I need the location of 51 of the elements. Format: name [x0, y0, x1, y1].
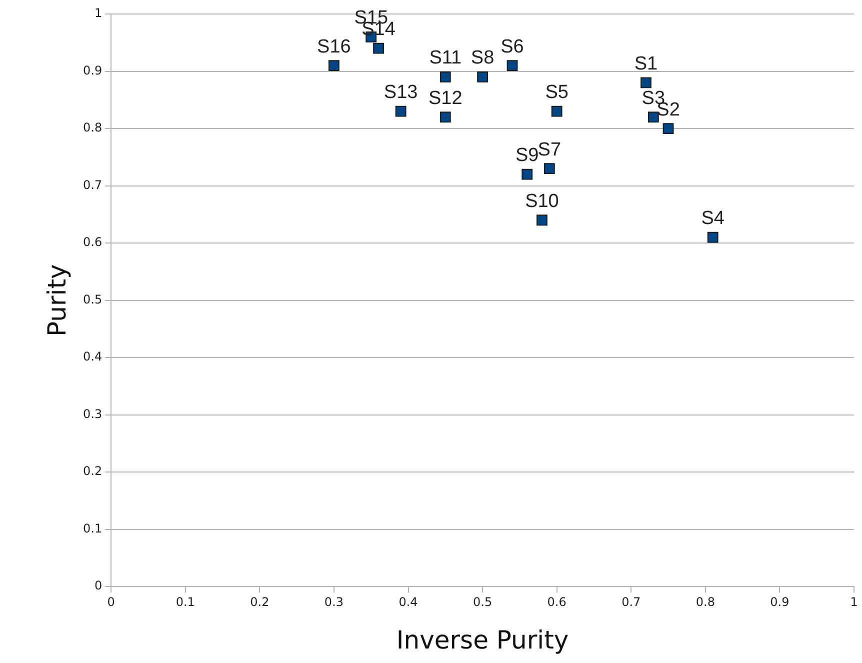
series-label: S4: [701, 208, 725, 230]
x-tick-label: 0.2: [250, 594, 270, 609]
point: [395, 106, 406, 117]
series-label: S1: [634, 53, 658, 74]
y-axis-title: Purity: [42, 264, 72, 336]
y-tick-label: 0.2: [82, 464, 102, 478]
point: [640, 77, 652, 88]
x-tick-label: 0.4: [398, 594, 418, 609]
point: [662, 123, 674, 134]
point: [522, 168, 533, 180]
point: [440, 112, 451, 123]
series-label: S12: [428, 88, 462, 109]
y-tick-label: 0.7: [82, 178, 102, 192]
series-label: S9: [515, 145, 539, 166]
series-label: S11: [429, 48, 462, 69]
y-tick-label: 0.8: [82, 120, 102, 135]
x-tick-label: 0: [107, 594, 115, 609]
x-tick-label: 0.1: [176, 594, 195, 609]
y-tick-label: 1: [94, 6, 102, 20]
series-label: S6: [500, 36, 524, 58]
series-label: S5: [545, 82, 568, 104]
point: [506, 60, 518, 71]
x-tick-label: 0.5: [472, 594, 492, 609]
y-tick-label: 0.1: [82, 521, 102, 536]
point: [536, 214, 548, 226]
y-tick-label: 0.6: [82, 235, 102, 250]
series-label: S7: [538, 139, 562, 160]
y-tick-label: 0.4: [82, 350, 102, 364]
x-axis-title: Inverse Purity: [396, 626, 569, 654]
y-tick-label: 0.5: [82, 292, 102, 306]
point: [440, 72, 451, 82]
x-tick-label: 0.3: [324, 594, 344, 609]
series-label: S8: [470, 48, 494, 69]
y-tick-label: 0.9: [82, 63, 102, 78]
point: [373, 42, 384, 54]
point: [477, 72, 488, 82]
x-tick-label: 0.6: [547, 594, 566, 609]
x-tick-label: 0.7: [622, 594, 641, 609]
y-tick-label: 0: [94, 578, 102, 593]
series-label: S13: [384, 82, 418, 104]
point: [707, 232, 718, 243]
series-label: S10: [525, 190, 559, 212]
series-label: S16: [317, 36, 351, 58]
point: [328, 60, 340, 71]
point: [544, 163, 555, 174]
point: [551, 106, 562, 117]
y-tick-label: 0.3: [82, 406, 102, 421]
x-tick-label: 0.9: [770, 594, 790, 609]
point: [648, 112, 659, 123]
x-tick-label: 0.8: [696, 594, 715, 609]
x-tick-label: 1: [850, 594, 858, 609]
